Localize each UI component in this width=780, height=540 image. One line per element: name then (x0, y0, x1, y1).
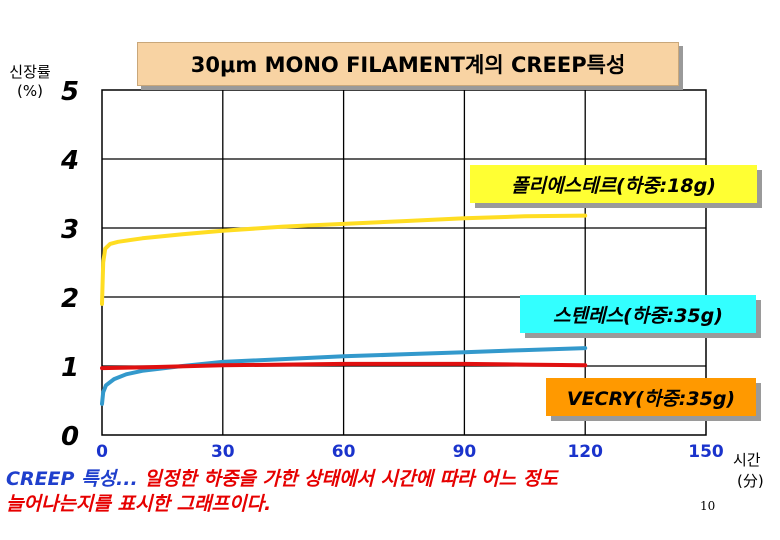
y-tick-label: 0 (61, 422, 79, 452)
series-lines (100, 213, 588, 406)
page-number: 10 (700, 499, 716, 513)
y-tick-label: 3 (61, 215, 79, 245)
legend-polyester: 폴리에스테르(하중:18g) (470, 165, 757, 203)
x-tick-label: 30 (211, 442, 235, 462)
x-tick-label: 90 (453, 442, 477, 462)
y-tick-label: 4 (60, 146, 79, 176)
series-line-1 (100, 213, 588, 306)
legend-stainless: 스텐레스(하중:35g) (520, 295, 756, 333)
y-tick-label: 5 (61, 77, 79, 107)
x-tick-label: 0 (96, 442, 108, 462)
caption-line1: 일정한 하중을 가한 상태에서 시간에 따라 어느 정도 (137, 468, 558, 490)
axis-ticks: 0 30 60 90 120 150 0 1 2 3 4 5 (60, 77, 724, 462)
caption: CREEP 특성... 일정한 하중을 가한 상태에서 시간에 따라 어느 정도… (6, 467, 726, 517)
grid-lines (101, 89, 707, 436)
caption-keyword: CREEP 특성... (6, 468, 138, 490)
y-axis-label: 신장률 (9, 63, 51, 81)
series-line-3 (100, 361, 588, 371)
x-axis-unit: (分) (737, 472, 764, 490)
x-tick-label: 150 (688, 442, 724, 462)
legend-vecry: VECRY(하중:35g) (546, 378, 756, 416)
y-axis-unit: (%) (17, 82, 43, 100)
x-tick-label: 120 (567, 442, 603, 462)
x-tick-label: 60 (332, 442, 356, 462)
plot-area (101, 89, 707, 436)
y-tick-label: 2 (61, 284, 79, 314)
chart-title: 30μm MONO FILAMENT계의 CREEP특성 (137, 42, 679, 86)
y-tick-label: 1 (61, 353, 79, 383)
caption-line2: 늘어나는지를 표시한 그래프이다. (6, 493, 272, 515)
x-axis-label: 시간 (733, 451, 761, 469)
